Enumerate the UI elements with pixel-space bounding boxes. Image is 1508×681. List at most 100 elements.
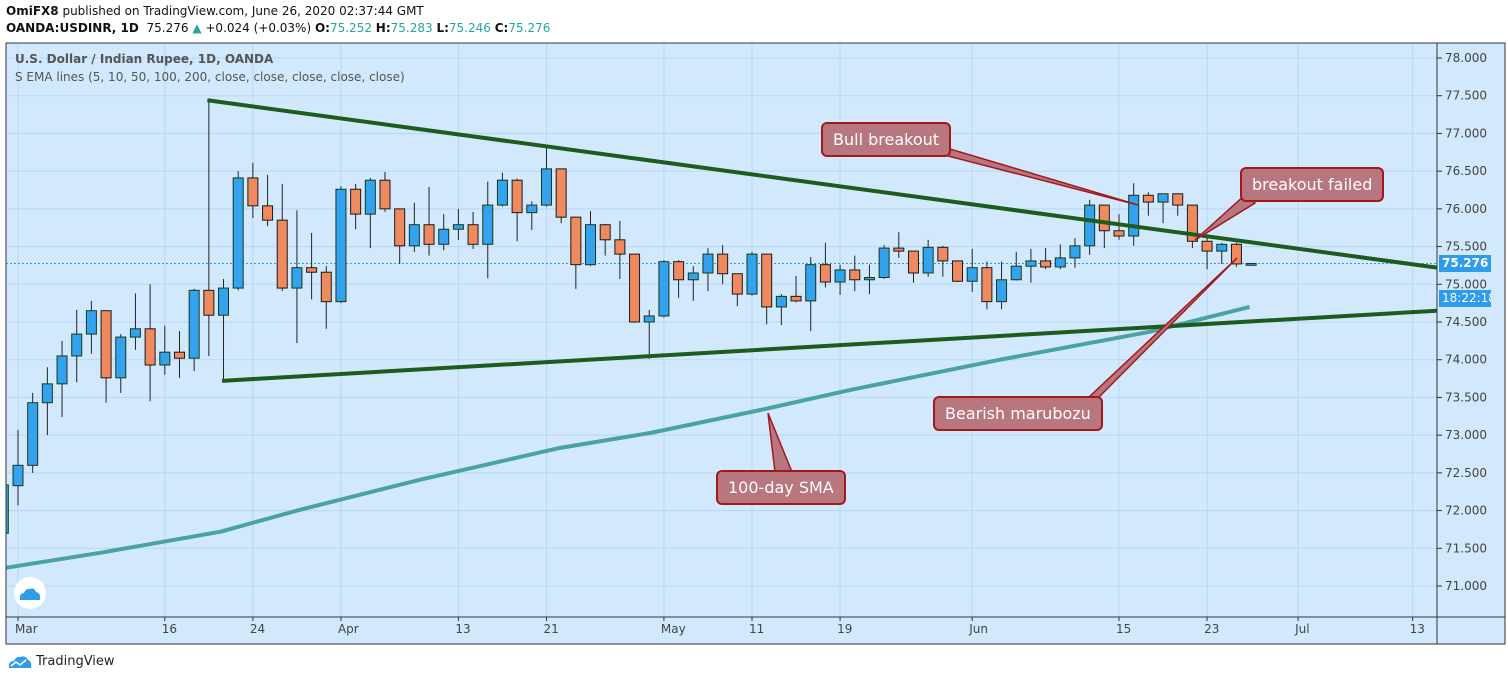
candle-bullish bbox=[1157, 193, 1169, 203]
candle-bearish bbox=[1230, 243, 1242, 265]
candle-bullish bbox=[996, 279, 1008, 303]
high-value: 75.283 bbox=[390, 21, 433, 35]
candle-bearish bbox=[673, 261, 685, 281]
y-tick-label: 76.000 bbox=[1445, 202, 1487, 216]
chart-frame bbox=[5, 42, 1506, 645]
x-tick-label: 24 bbox=[250, 622, 265, 636]
y-tick-label: 77.500 bbox=[1445, 89, 1487, 103]
tradingview-footer[interactable]: TradingView bbox=[8, 654, 115, 669]
candle-bullish bbox=[687, 272, 699, 281]
candle-bearish bbox=[849, 269, 861, 281]
candle-bullish bbox=[218, 287, 230, 316]
candle-bullish bbox=[188, 289, 200, 359]
symbol-line: OANDA:USDINR, 1D 75.276 ▲ +0.024 (+0.03%… bbox=[6, 21, 550, 35]
annotation-bearish-marubozu[interactable]: Bearish marubozu bbox=[933, 396, 1103, 431]
candle-bearish bbox=[761, 253, 773, 308]
chart-legend-title: U.S. Dollar / Indian Rupee, 1D, OANDA bbox=[15, 52, 274, 66]
candle-bearish bbox=[276, 219, 288, 289]
y-tick-label: 71.500 bbox=[1445, 541, 1487, 555]
candle-bearish bbox=[511, 179, 523, 214]
candle-bearish bbox=[306, 267, 318, 273]
candle-bearish bbox=[173, 351, 185, 359]
candle-bearish bbox=[247, 177, 259, 207]
change: +0.024 (+0.03%) bbox=[205, 21, 312, 35]
x-tick-label: 13 bbox=[455, 622, 470, 636]
candle-bearish bbox=[379, 179, 391, 210]
annotation-breakout-failed[interactable]: breakout failed bbox=[1240, 167, 1385, 202]
candle-bearish bbox=[320, 271, 332, 303]
published-text: published on TradingView.com, June 26, 2… bbox=[62, 4, 424, 18]
x-tick-label: Jul bbox=[1294, 622, 1309, 636]
open-value: 75.252 bbox=[329, 21, 372, 35]
candle-bullish bbox=[1128, 194, 1140, 237]
publish-line: OmiFX8 published on TradingView.com, Jun… bbox=[6, 4, 424, 18]
close-label: C: bbox=[494, 21, 509, 35]
sma-100-line bbox=[6, 304, 1251, 570]
candle-bullish bbox=[6, 484, 9, 534]
candle-bullish bbox=[291, 267, 303, 289]
y-tick-label: 76.500 bbox=[1445, 164, 1487, 178]
x-tick-label: 19 bbox=[837, 622, 852, 636]
x-tick-label: Jun bbox=[968, 622, 988, 636]
trendline-lower bbox=[221, 308, 1437, 383]
candle-bullish bbox=[658, 261, 670, 317]
candle-bearish bbox=[599, 224, 611, 241]
candle-bullish bbox=[1084, 204, 1096, 247]
candle-bearish bbox=[893, 247, 905, 252]
candle-bullish bbox=[56, 355, 68, 385]
candle-bullish bbox=[702, 253, 714, 274]
candle-bearish bbox=[1186, 204, 1198, 242]
x-tick-label: 11 bbox=[749, 622, 764, 636]
candle-bearish bbox=[717, 253, 729, 275]
y-tick-label: 74.500 bbox=[1445, 315, 1487, 329]
y-tick-label: 73.500 bbox=[1445, 390, 1487, 404]
candle-bearish bbox=[819, 264, 831, 283]
candle-bearish bbox=[350, 188, 362, 215]
candle-bearish bbox=[907, 250, 919, 274]
last-price: 75.276 bbox=[146, 21, 189, 35]
candle-bullish bbox=[71, 333, 83, 357]
x-tick-label: 13 bbox=[1410, 622, 1425, 636]
x-tick-label: 23 bbox=[1204, 622, 1219, 636]
candle-bullish bbox=[159, 351, 171, 366]
candle-bearish bbox=[570, 216, 582, 266]
low-label: L: bbox=[436, 21, 449, 35]
tradingview-brand: TradingView bbox=[36, 654, 115, 669]
last-price-tag: 75.276 bbox=[1439, 255, 1491, 272]
candle-bearish bbox=[394, 208, 406, 247]
candle-bullish bbox=[232, 177, 244, 289]
annotation-100-day-sma[interactable]: 100-day SMA bbox=[716, 470, 846, 505]
candle-bullish bbox=[834, 269, 846, 283]
candle-bearish bbox=[423, 224, 435, 245]
candle-bullish bbox=[966, 267, 978, 282]
candle-bearish bbox=[1201, 240, 1213, 252]
candle-bearish bbox=[555, 168, 567, 218]
candle-bullish bbox=[643, 315, 655, 323]
author[interactable]: OmiFX8 bbox=[6, 4, 59, 18]
candle-bullish bbox=[364, 179, 376, 215]
x-tick-label: Apr bbox=[338, 622, 359, 636]
candle-bearish bbox=[629, 253, 641, 323]
candle-bearish bbox=[1142, 194, 1154, 203]
y-tick-label: 74.000 bbox=[1445, 353, 1487, 367]
candle-bearish bbox=[262, 205, 274, 221]
candle-bearish bbox=[467, 224, 479, 245]
y-tick-label: 78.000 bbox=[1445, 51, 1487, 65]
annotation-bull-breakout[interactable]: Bull breakout bbox=[821, 122, 952, 157]
x-tick-label: May bbox=[661, 622, 686, 636]
up-triangle-icon: ▲ bbox=[192, 21, 202, 35]
x-tick-label: 21 bbox=[543, 622, 558, 636]
candle-bullish bbox=[41, 383, 53, 404]
candle-bearish bbox=[1172, 193, 1184, 206]
candle-bullish bbox=[482, 204, 494, 245]
chart-background bbox=[6, 43, 1505, 644]
candle-bullish bbox=[1010, 265, 1022, 281]
indicator-legend[interactable]: S EMA lines (5, 10, 50, 100, 200, close,… bbox=[15, 70, 405, 84]
candle-bullish bbox=[878, 247, 890, 279]
low-value: 75.246 bbox=[448, 21, 491, 35]
candle-bullish bbox=[335, 188, 347, 303]
candle-bullish bbox=[27, 402, 39, 466]
watermark-cloud-icon bbox=[19, 588, 41, 600]
candle-bullish bbox=[805, 264, 817, 302]
